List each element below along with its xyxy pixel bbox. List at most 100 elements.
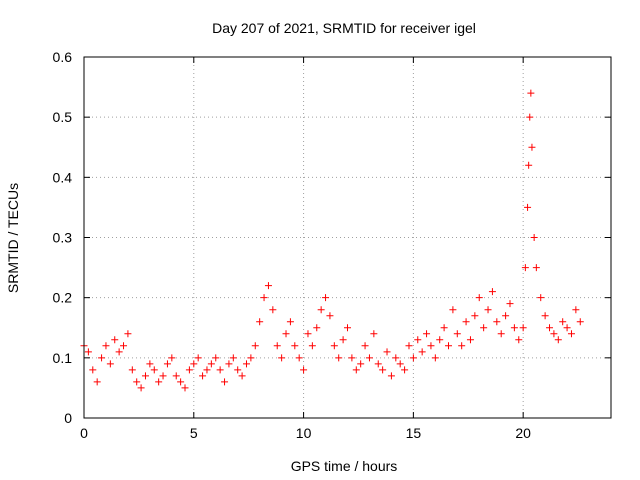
data-point [462,318,470,326]
data-point [181,384,189,392]
data-point [559,318,567,326]
data-point [225,360,233,368]
data-point [146,360,154,368]
data-point [313,324,321,332]
x-tick-label: 15 [406,425,422,441]
data-point [93,378,101,386]
data-point [308,342,316,350]
data-point [357,360,365,368]
data-point [203,366,211,374]
data-point [396,360,404,368]
data-point [172,372,180,380]
data-point [576,318,584,326]
x-tick-label: 5 [190,425,198,441]
data-point [554,336,562,344]
data-point [436,336,444,344]
data-point [234,366,242,374]
data-point [383,348,391,356]
data-point [260,294,268,302]
grid [84,57,611,418]
data-point [567,330,575,338]
data-point [339,336,347,344]
data-point [563,324,571,332]
data-point [194,354,202,362]
data-point [322,294,330,302]
y-tick-label: 0.6 [53,49,73,65]
data-point [317,306,325,314]
data-point [528,143,536,151]
data-point [475,294,483,302]
data-point [405,342,413,350]
data-point [128,366,136,374]
data-point [216,366,224,374]
data-point [427,342,435,350]
data-point [264,282,272,290]
data-point [115,348,123,356]
data-point [102,342,110,350]
data-point [530,234,538,241]
data-point [207,360,215,368]
data-point [387,372,395,380]
data-point [120,342,128,350]
y-tick-label: 0.5 [53,109,73,125]
data-point [159,372,167,380]
data-point [155,378,163,386]
y-tick-label: 0.4 [53,169,73,185]
data-point [484,306,492,314]
data-point [111,336,119,344]
data-point [84,348,92,356]
data-point [286,318,294,326]
data-point [521,264,529,272]
chart-title: Day 207 of 2021, SRMTID for receiver ige… [212,20,476,36]
data-point [141,372,149,380]
data-point [526,113,534,121]
data-point [370,330,378,338]
data-point [497,330,505,338]
data-point [537,294,545,302]
data-point [519,324,527,332]
data-point [89,366,97,374]
data-point [190,360,198,368]
data-point [330,342,338,350]
data-points [80,89,584,392]
data-point [137,384,145,392]
y-axis-label: SRMTID / TECUs [5,183,21,293]
data-point [453,330,461,338]
data-point [282,330,290,338]
data-point [199,372,207,380]
data-point [401,366,409,374]
data-point [532,264,540,272]
data-point [414,336,422,344]
data-point [572,306,580,314]
data-point [295,354,303,362]
x-tick-label: 10 [296,425,312,441]
data-point [550,330,558,338]
x-tick-label: 20 [515,425,531,441]
data-point [221,378,229,386]
data-point [546,324,554,332]
data-point [247,354,255,362]
data-point [256,318,264,326]
y-tick-label: 0.2 [53,290,73,306]
data-point [163,360,171,368]
data-point [488,288,496,296]
y-tick-label: 0.1 [53,350,73,366]
data-point [361,342,369,350]
data-point [502,312,510,320]
data-point [493,318,501,326]
data-point [300,366,308,374]
data-point [458,342,466,350]
data-point [326,312,334,320]
data-point [409,354,417,362]
data-point [133,378,141,386]
data-point [273,342,281,350]
data-point [344,324,351,332]
data-point [238,372,246,380]
data-point [348,354,356,362]
data-point [392,354,400,362]
data-point [423,330,431,338]
data-point [379,366,387,374]
data-point [480,324,488,332]
data-point [251,342,259,350]
